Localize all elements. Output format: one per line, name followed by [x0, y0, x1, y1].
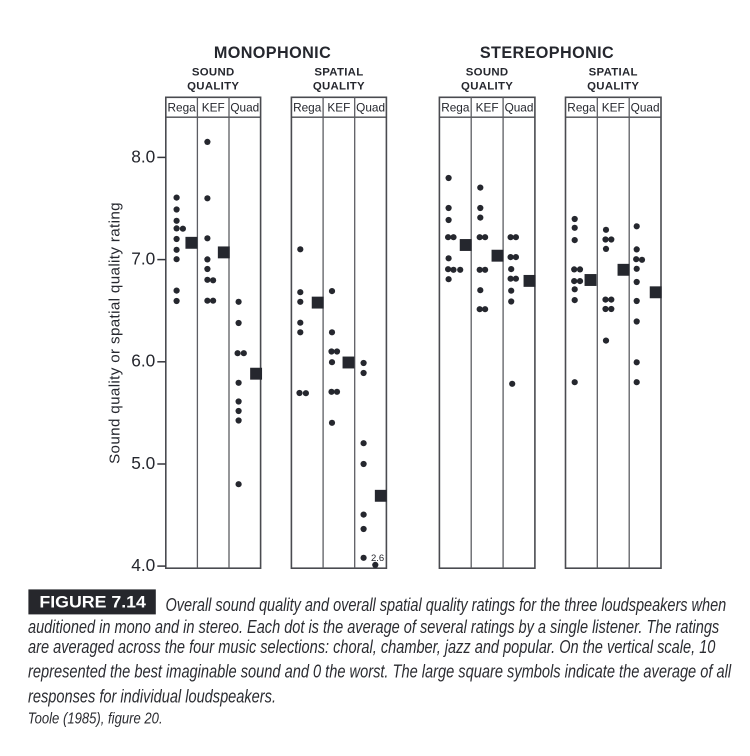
svg-text:are averaged across the four m: are averaged across the four music selec… — [28, 637, 715, 657]
svg-text:MONOPHONIC: MONOPHONIC — [214, 44, 331, 62]
svg-text:auditioned in mono and in ster: auditioned in mono and in stereo. Each d… — [28, 617, 719, 637]
svg-text:SOUND: SOUND — [192, 67, 235, 79]
svg-text:2.6: 2.6 — [371, 553, 384, 564]
svg-text:STEREOPHONIC: STEREOPHONIC — [480, 44, 614, 62]
svg-text:7.0: 7.0 — [131, 249, 155, 269]
svg-text:Quad: Quad — [505, 100, 534, 114]
svg-text:QUALITY: QUALITY — [187, 81, 239, 93]
svg-text:responses for individual louds: responses for individual loudspeakers. — [28, 687, 276, 707]
svg-text:SPATIAL: SPATIAL — [589, 67, 638, 79]
svg-text:SPATIAL: SPATIAL — [314, 67, 363, 79]
svg-text:6.0: 6.0 — [131, 351, 155, 371]
svg-text:Quad: Quad — [356, 100, 385, 114]
svg-text:Overall sound quality and over: Overall sound quality and overall spatia… — [166, 595, 727, 615]
svg-text:KEF: KEF — [602, 100, 625, 114]
svg-text:Rega: Rega — [441, 100, 470, 114]
svg-text:KEF: KEF — [476, 100, 499, 114]
svg-text:FIGURE 7.14: FIGURE 7.14 — [39, 593, 146, 612]
svg-text:Quad: Quad — [230, 100, 259, 114]
svg-text:represented the best imaginabl: represented the best imaginable sound an… — [28, 661, 732, 681]
svg-text:Rega: Rega — [293, 100, 322, 114]
svg-text:QUALITY: QUALITY — [461, 81, 513, 93]
svg-text:Rega: Rega — [567, 100, 596, 114]
svg-text:Quad: Quad — [631, 100, 660, 114]
svg-text:5.0: 5.0 — [131, 453, 155, 473]
svg-text:KEF: KEF — [202, 100, 225, 114]
svg-text:8.0: 8.0 — [131, 146, 155, 166]
svg-text:4.0: 4.0 — [131, 555, 155, 575]
svg-text:QUALITY: QUALITY — [313, 81, 365, 93]
svg-text:Toole (1985), figure 20.: Toole (1985), figure 20. — [28, 711, 163, 728]
svg-text:Sound quality or spatial quali: Sound quality or spatial quality rating — [106, 202, 123, 464]
svg-text:Rega: Rega — [167, 100, 196, 114]
svg-text:QUALITY: QUALITY — [587, 81, 639, 93]
svg-text:KEF: KEF — [327, 100, 350, 114]
svg-text:SOUND: SOUND — [466, 67, 509, 79]
